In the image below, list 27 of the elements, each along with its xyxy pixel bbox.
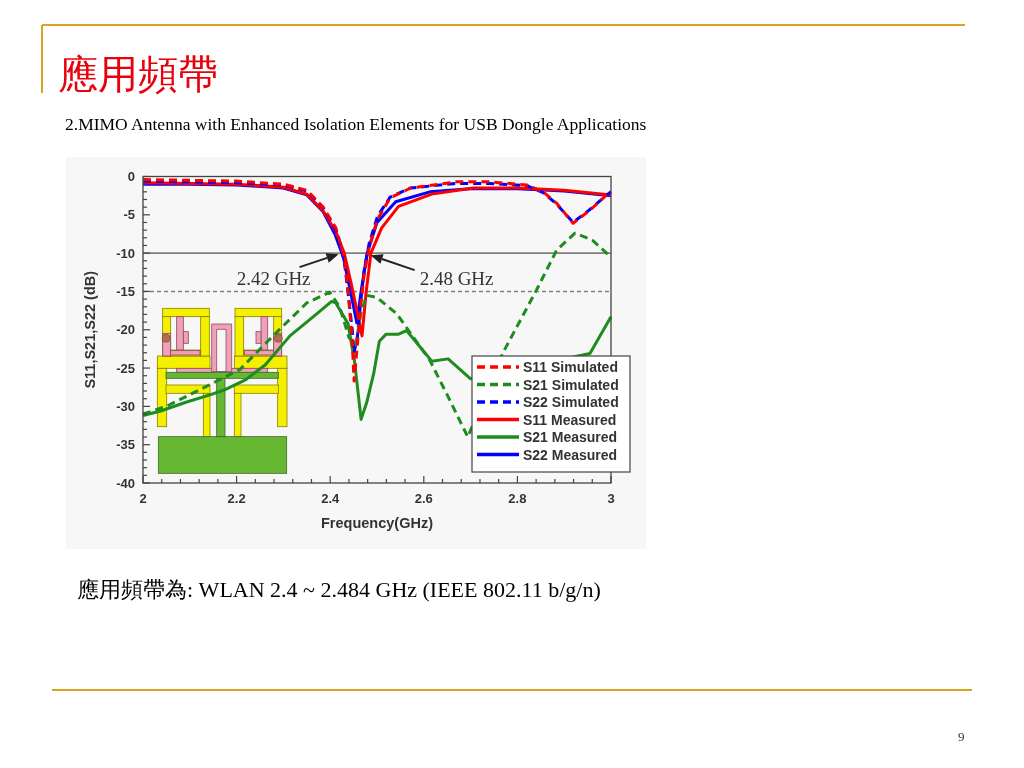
y-tick-label: -20 (116, 322, 135, 338)
x-tick-label: 2.4 (321, 491, 340, 506)
x-tick-label: 2.6 (414, 491, 433, 506)
legend-label: S22 Simulated (523, 394, 619, 410)
y-tick-label: 0 (127, 169, 135, 184)
page-number: 9 (958, 729, 965, 744)
legend-label: S21 Measured (523, 429, 618, 445)
x-tick-label: 3 (607, 491, 615, 506)
note-text: 應用頻帶為: WLAN 2.4 ~ 2.484 GHz (IEEE 802.11 b/g/n) (77, 577, 601, 602)
x-tick-label: 2.2 (227, 491, 246, 506)
x-tick-label: 2 (139, 491, 147, 506)
legend-label: S11 Measured (523, 411, 617, 428)
legend-label: S11 Simulated (523, 359, 618, 375)
y-tick-label: -25 (116, 360, 135, 376)
y-tick-label: -35 (116, 437, 135, 453)
y-tick-label: -10 (116, 245, 135, 261)
legend-label: S22 Measured (523, 446, 618, 463)
x-axis-title: Frequency(GHz) (321, 515, 434, 531)
y-axis-title: S11,S21,S22 (dB) (82, 270, 98, 389)
legend-label: S21 Simulated (523, 376, 619, 393)
title: 應用頻帶 (58, 52, 218, 97)
y-tick-label: -40 (116, 475, 135, 491)
subtitle: 2.MIMO Antenna with Enhanced Isolation Elements for USB Dongle Applications (65, 114, 647, 134)
y-tick-label: -5 (123, 207, 135, 223)
y-tick-label: -30 (116, 398, 135, 414)
x-tick-label: 2.8 (508, 491, 527, 506)
y-tick-label: -15 (116, 283, 135, 299)
